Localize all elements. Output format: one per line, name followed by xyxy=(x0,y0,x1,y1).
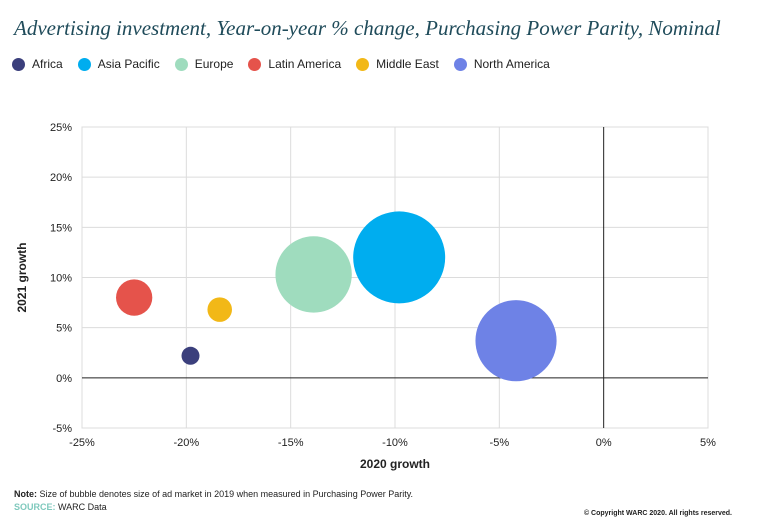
copyright: © Copyright WARC 2020. All rights reserv… xyxy=(583,510,732,517)
bubble-north-america xyxy=(475,300,557,382)
legend-label: Europe xyxy=(194,57,234,71)
legend-marker xyxy=(12,57,25,71)
x-tick-label: -10% xyxy=(382,437,408,449)
bubble-europe xyxy=(275,236,352,313)
source-line: SOURCE: WARC Data xyxy=(14,502,107,512)
legend-item-middle-east: Middle East xyxy=(356,57,439,71)
legend-label: Asia Pacific xyxy=(97,57,160,71)
x-axis-title: 2020 growth xyxy=(360,457,430,471)
legend-item-europe: Europe xyxy=(174,57,234,71)
y-tick-label: 20% xyxy=(50,172,72,184)
note-text: Size of bubble denotes size of ad market… xyxy=(37,489,414,499)
legend-item-africa: Africa xyxy=(12,57,63,71)
bubble-africa xyxy=(181,346,200,365)
y-tick-label: 25% xyxy=(50,122,72,134)
y-tick-label: 5% xyxy=(56,323,72,335)
x-tick-label: -25% xyxy=(69,437,95,449)
legend-marker xyxy=(248,57,262,71)
y-tick-label: -5% xyxy=(52,423,72,435)
legend-marker xyxy=(453,57,467,71)
footnote: Note: Size of bubble denotes size of ad … xyxy=(14,489,413,499)
legend-label: North America xyxy=(473,57,550,71)
legend-label: Africa xyxy=(32,57,63,71)
bubble-middle-east xyxy=(207,297,232,322)
legend-marker xyxy=(356,57,370,71)
chart-title: Advertising investment, Year-on-year % c… xyxy=(14,16,721,40)
legend-item-north-america: North America xyxy=(453,57,550,71)
x-tick-label: -20% xyxy=(173,437,199,449)
legend-marker xyxy=(174,57,188,71)
legend-item-latin-america: Latin America xyxy=(248,57,341,71)
legend-label: Latin America xyxy=(268,57,342,71)
y-axis-title: 2021 growth xyxy=(15,242,29,312)
legend: Africa Asia Pacific Europe Latin America Mid… xyxy=(12,57,565,71)
legend-label: Middle East xyxy=(376,57,439,71)
x-tick-label: 0% xyxy=(596,437,612,449)
source-text: WARC Data xyxy=(55,502,107,512)
bubble-asia-pacific xyxy=(353,211,446,304)
y-tick-label: 0% xyxy=(56,373,72,385)
y-tick-label: 15% xyxy=(50,222,72,234)
legend-item-asia-pacific: Asia Pacific xyxy=(77,57,160,71)
x-tick-label: -5% xyxy=(490,437,510,449)
bubble-latin-america xyxy=(116,279,153,316)
legend-marker xyxy=(77,57,91,71)
note-label: Note: xyxy=(14,489,37,499)
y-tick-label: 10% xyxy=(50,273,72,285)
x-tick-label: -15% xyxy=(278,437,304,449)
source-label: SOURCE: xyxy=(14,502,56,512)
x-tick-label: 5% xyxy=(700,437,716,449)
